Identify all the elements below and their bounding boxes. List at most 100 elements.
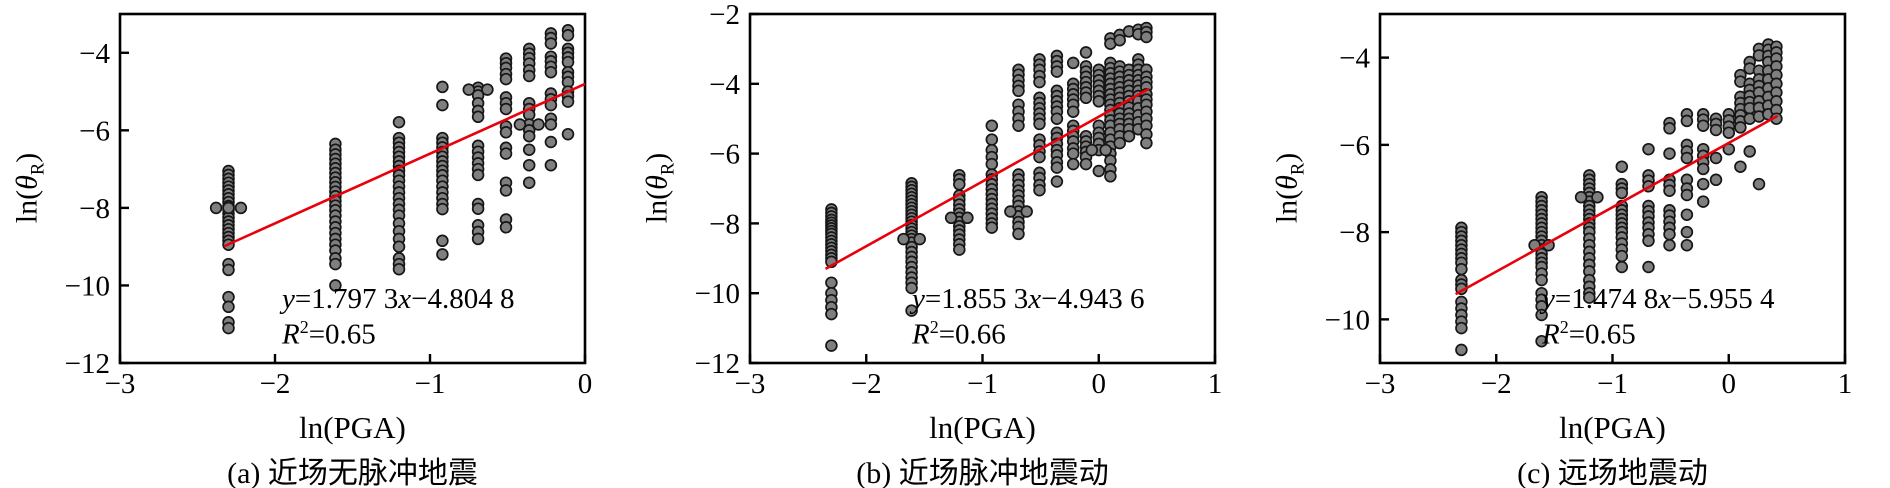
data-point [1680, 225, 1694, 239]
x-axis-ticks: −3 −2 −1 0 1 [1365, 354, 1853, 400]
data-point [905, 304, 918, 317]
data-point [1099, 143, 1112, 157]
svg-text:−8: −8 [709, 208, 740, 240]
data-point [436, 234, 449, 248]
data-point [1079, 157, 1093, 171]
data-point [1455, 343, 1468, 357]
data-point [944, 211, 958, 225]
data-point [1012, 227, 1025, 241]
data-point [985, 119, 999, 132]
data-point [1012, 84, 1025, 98]
data-point [499, 221, 513, 234]
svg-text:−4: −4 [1339, 43, 1370, 75]
data-point [513, 118, 527, 131]
data-point [222, 263, 235, 277]
data-point [1615, 260, 1629, 274]
data-point [1104, 170, 1117, 183]
data-point [544, 65, 558, 79]
svg-text:−10: −10 [695, 278, 740, 310]
data-point [825, 307, 838, 321]
data-point [1615, 186, 1629, 200]
data-point [471, 168, 485, 182]
y-axis-label: ln(θR) [1270, 152, 1309, 224]
data-point [471, 202, 485, 215]
fit-equation-line: y=1.797 3x−4.804 8 [282, 283, 515, 315]
data-point [1092, 164, 1106, 178]
x-axis-label: ln(PGA) [1559, 410, 1666, 445]
y-axis-ticks: −2 −4 −6 −8 −10 −12 [695, 0, 759, 380]
x-axis-label: ln(PGA) [929, 410, 1036, 445]
data-point [1663, 184, 1676, 197]
data-point [1113, 33, 1126, 47]
axis-box [118, 12, 587, 365]
data-point [481, 83, 494, 96]
data-point [436, 248, 449, 261]
svg-text:0: 0 [1722, 368, 1737, 400]
data-point [522, 176, 536, 189]
data-point [561, 127, 575, 141]
data-point [1696, 177, 1710, 191]
regression-line [824, 87, 1150, 271]
data-point [1012, 119, 1025, 132]
svg-text:−3: −3 [735, 368, 766, 400]
data-point [522, 129, 536, 143]
data-point [985, 157, 999, 171]
data-point [1050, 161, 1064, 174]
data-point [1079, 91, 1093, 105]
svg-text:−8: −8 [1339, 217, 1370, 249]
data-point [1709, 173, 1723, 187]
data-point [392, 115, 406, 129]
data-point [913, 232, 926, 246]
y-axis-label: ln(θR) [10, 152, 49, 224]
data-point [1140, 136, 1153, 150]
data-point [471, 232, 485, 246]
svg-text:−6: −6 [1339, 130, 1370, 162]
svg-text:−10: −10 [65, 270, 110, 302]
panel-caption-c: (c) 远场地震动 [1517, 457, 1708, 488]
data-point [1122, 129, 1136, 143]
data-point [1680, 188, 1694, 202]
data-point [222, 300, 235, 314]
data-point [985, 133, 999, 146]
data-point [1085, 143, 1099, 157]
fit-equation: y=1.474 8x−5.955 4 R2=0.65 [1542, 282, 1774, 352]
data-point [544, 37, 558, 50]
data-point [825, 276, 838, 289]
x-axis-label: ln(PGA) [299, 410, 406, 445]
data-point [1020, 205, 1033, 218]
panel-b: −3 −2 −1 0 1 −2 −4 −6 −8 −10 −12 ln(θR) y=1.855 3x… [630, 0, 1260, 488]
svg-text:−3: −3 [1365, 368, 1396, 400]
data-point [1642, 142, 1655, 156]
scatter-points [209, 24, 575, 335]
data-point [905, 281, 918, 295]
y-axis-label: ln(θR) [640, 152, 679, 224]
r-squared-line: R2=0.65 [1542, 316, 1636, 351]
data-point [1033, 117, 1046, 131]
data-point [436, 202, 449, 216]
svg-text:1: 1 [1838, 368, 1853, 400]
data-point [561, 55, 575, 69]
svg-text:−4: −4 [709, 69, 740, 101]
data-point [436, 98, 449, 112]
data-point [1050, 65, 1064, 78]
data-point [561, 29, 575, 42]
data-point [1033, 183, 1046, 197]
data-point [1066, 105, 1080, 118]
data-point [1140, 30, 1153, 44]
data-point [1591, 190, 1604, 204]
r-squared-line: R2=0.66 [912, 316, 1006, 351]
data-point [1050, 175, 1064, 188]
scatter-plot-a: −3 −2 −1 0−4−6−8−10−12 [65, 12, 592, 400]
data-point [985, 221, 999, 234]
data-point [1050, 112, 1064, 125]
data-point [499, 72, 513, 86]
data-point [1079, 46, 1093, 59]
data-point [471, 110, 485, 124]
data-point [1455, 262, 1468, 276]
data-point [1663, 122, 1676, 135]
data-point [1574, 190, 1588, 204]
data-point [1092, 95, 1106, 108]
data-point [209, 201, 223, 215]
data-point [1535, 273, 1548, 287]
